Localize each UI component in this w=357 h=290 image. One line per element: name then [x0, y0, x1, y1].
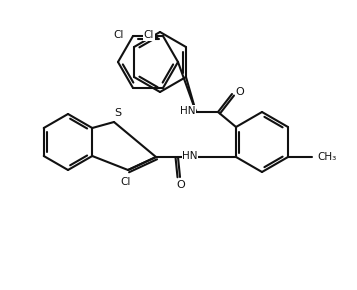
- Text: Cl: Cl: [114, 30, 124, 40]
- Text: S: S: [115, 108, 122, 118]
- Text: Cl: Cl: [121, 177, 131, 187]
- Text: HN: HN: [182, 151, 198, 161]
- Text: O: O: [236, 87, 245, 97]
- Text: O: O: [177, 180, 185, 190]
- Text: HN: HN: [180, 106, 196, 116]
- Text: CH₃: CH₃: [317, 152, 336, 162]
- Text: Cl: Cl: [144, 30, 154, 40]
